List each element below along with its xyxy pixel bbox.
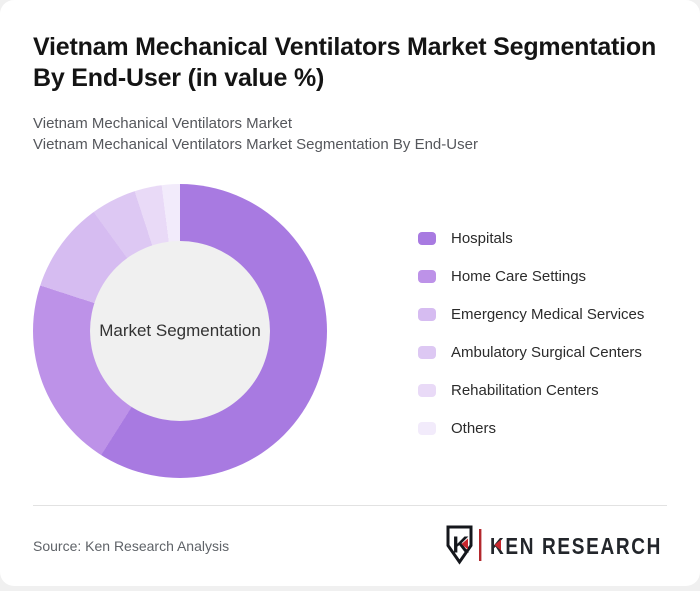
legend-label: Rehabilitation Centers bbox=[451, 381, 599, 399]
page-title-line2: By End-User (in value %) bbox=[33, 64, 325, 92]
legend-label: Emergency Medical Services bbox=[451, 305, 645, 323]
brand-red-arrow-icon bbox=[494, 539, 501, 551]
legend-swatch-icon bbox=[418, 231, 436, 245]
donut-chart[interactable]: Market Segmentation bbox=[33, 184, 327, 478]
shield-red-arrow-icon bbox=[461, 538, 468, 550]
legend-item-ambulatory-surgical-centers[interactable]: Ambulatory Surgical Centers bbox=[418, 343, 644, 361]
chart-subtitle-line1: Vietnam Mechanical Ventilators Market bbox=[33, 115, 293, 132]
legend-label: Ambulatory Surgical Centers bbox=[451, 343, 642, 361]
source-text: Source: Ken Research Analysis bbox=[33, 538, 230, 554]
legend-item-others[interactable]: Others bbox=[418, 419, 644, 437]
shield-icon bbox=[446, 525, 473, 565]
page-title: Vietnam Mechanical Ventilators Market Se… bbox=[33, 32, 683, 94]
chart-legend: Hospitals Home Care Settings Emergency M… bbox=[418, 229, 644, 437]
chart-subtitle: Vietnam Mechanical Ventilators Market Vi… bbox=[33, 113, 673, 155]
legend-label: Home Care Settings bbox=[451, 267, 587, 285]
legend-swatch-icon bbox=[418, 383, 436, 397]
legend-item-rehabilitation-centers[interactable]: Rehabilitation Centers bbox=[418, 381, 644, 399]
donut-center-label: Market Segmentation bbox=[99, 321, 261, 340]
brand-name: KEN RESEARCH bbox=[490, 533, 662, 559]
page-title-line1: Vietnam Mechanical Ventilators Market Se… bbox=[33, 33, 657, 61]
shield-k-letter: K bbox=[453, 532, 470, 558]
legend-label: Others bbox=[451, 419, 497, 437]
legend-swatch-icon bbox=[418, 345, 436, 359]
logo-divider bbox=[479, 529, 482, 561]
footer-divider bbox=[33, 505, 667, 506]
legend-item-emergency-medical-services[interactable]: Emergency Medical Services bbox=[418, 305, 644, 323]
legend-swatch-icon bbox=[418, 269, 436, 283]
legend-item-hospitals[interactable]: Hospitals bbox=[418, 229, 644, 247]
chart-subtitle-line2: Vietnam Mechanical Ventilators Market Se… bbox=[33, 136, 478, 153]
ken-research-logo: K KEN RESEARCH bbox=[446, 525, 662, 565]
legend-item-home-care-settings[interactable]: Home Care Settings bbox=[418, 267, 644, 285]
donut-hole: Market Segmentation bbox=[90, 241, 270, 421]
legend-swatch-icon bbox=[418, 421, 436, 435]
legend-label: Hospitals bbox=[451, 229, 513, 247]
legend-swatch-icon bbox=[418, 307, 436, 321]
